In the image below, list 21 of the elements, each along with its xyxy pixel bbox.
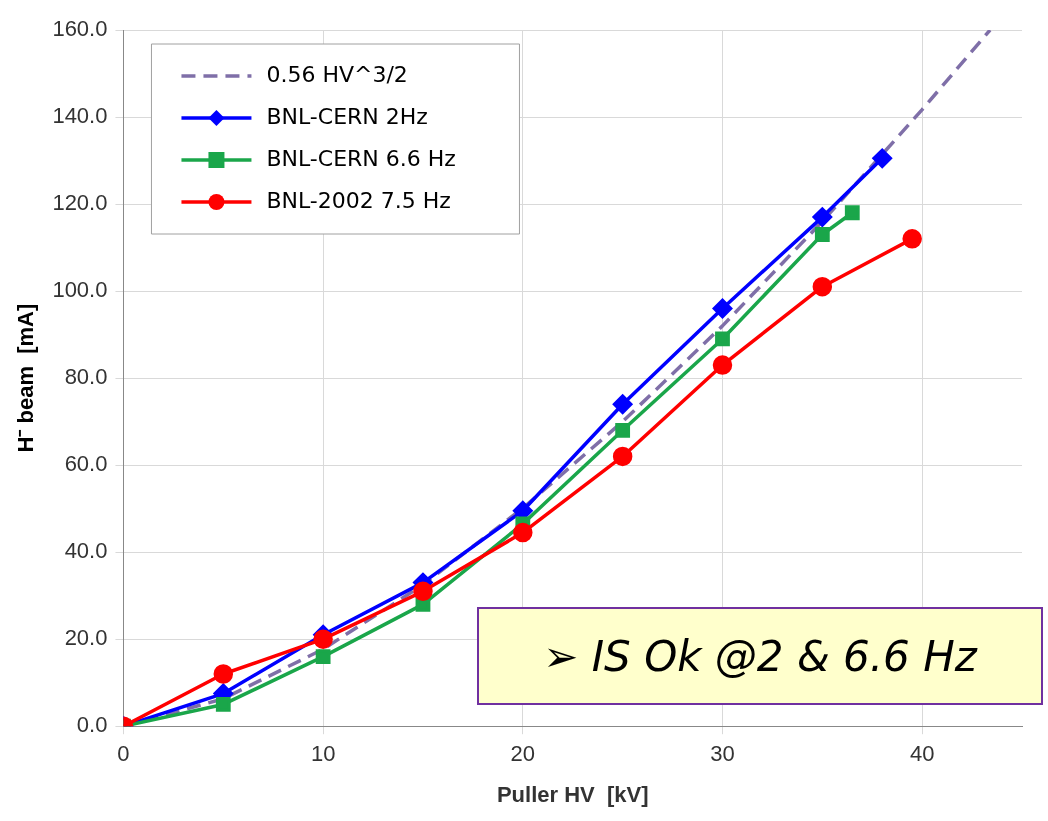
y-tick-label: 40.0 xyxy=(64,538,108,564)
y-tick-label: 20.0 xyxy=(64,625,108,651)
y-tick-label: 160.0 xyxy=(52,16,108,42)
legend-label: 0.56 HV^3/2 xyxy=(266,61,408,87)
legend-label: BNL-CERN 6.6 Hz xyxy=(266,145,456,171)
y-axis-title: H⁻ beam [mA] xyxy=(13,303,39,453)
x-tick-label: 30 xyxy=(710,741,735,767)
x-tick-label: 20 xyxy=(510,741,536,767)
y-tick-label: 120.0 xyxy=(52,190,108,216)
y-tick-label: 100.0 xyxy=(52,277,108,303)
x-axis-title: Puller HV [kV] xyxy=(496,781,649,807)
legend-label: BNL-CERN 2Hz xyxy=(266,103,428,129)
annotation: ➢ IS Ok @2 & 6.6 Hz xyxy=(477,607,1043,705)
y-tick-label: 60.0 xyxy=(64,451,108,477)
x-tick-label: 10 xyxy=(310,741,336,767)
x-tick-label: 0 xyxy=(117,741,130,767)
y-tick-label: 80.0 xyxy=(64,364,108,390)
legend-label: BNL-2002 7.5 Hz xyxy=(266,187,451,213)
y-tick-label: 0.0 xyxy=(76,712,108,738)
y-tick-label: 140.0 xyxy=(52,103,108,129)
x-tick-label: 40 xyxy=(909,741,935,767)
